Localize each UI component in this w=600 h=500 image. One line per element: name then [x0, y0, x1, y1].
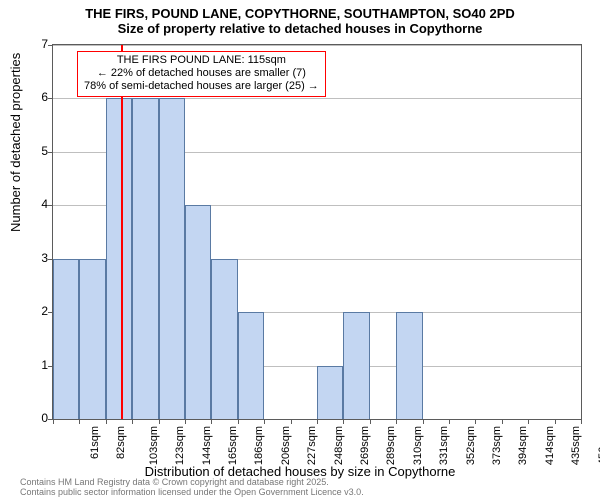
histogram-bar — [185, 205, 211, 419]
histogram-bar — [53, 259, 79, 419]
x-tick-mark — [79, 419, 80, 424]
x-tick-label: 248sqm — [333, 426, 345, 465]
x-tick-label: 227sqm — [306, 426, 318, 465]
x-tick-label: 269sqm — [359, 426, 371, 465]
x-tick-label: 144sqm — [201, 426, 213, 465]
x-tick-mark — [291, 419, 292, 424]
property-callout: THE FIRS POUND LANE: 115sqm← 22% of deta… — [77, 51, 326, 97]
x-tick-label: 289sqm — [386, 426, 398, 465]
x-tick-mark — [159, 419, 160, 424]
x-tick-mark — [449, 419, 450, 424]
x-tick-label: 61sqm — [89, 426, 101, 459]
x-tick-mark — [555, 419, 556, 424]
chart-title-main: THE FIRS, POUND LANE, COPYTHORNE, SOUTHA… — [0, 0, 600, 21]
y-tick-mark — [48, 152, 53, 153]
footer-attribution: Contains HM Land Registry data © Crown c… — [20, 478, 364, 498]
chart-title-sub: Size of property relative to detached ho… — [0, 21, 600, 36]
histogram-bar — [106, 98, 132, 419]
x-tick-mark — [132, 419, 133, 424]
footer-line-2: Contains public sector information licen… — [20, 488, 364, 498]
x-tick-label: 103sqm — [148, 426, 160, 465]
histogram-bar — [211, 259, 237, 419]
x-tick-label: 310sqm — [412, 426, 424, 465]
x-tick-mark — [53, 419, 54, 424]
histogram-bar — [132, 98, 158, 419]
y-tick-mark — [48, 205, 53, 206]
y-tick-mark — [48, 45, 53, 46]
x-tick-label: 206sqm — [280, 426, 292, 465]
x-tick-mark — [343, 419, 344, 424]
x-tick-label: 186sqm — [254, 426, 266, 465]
histogram-bar — [159, 98, 185, 419]
x-tick-label: 331sqm — [438, 426, 450, 465]
x-tick-mark — [370, 419, 371, 424]
y-tick-label: 4 — [8, 197, 48, 211]
x-tick-mark — [264, 419, 265, 424]
x-tick-mark — [423, 419, 424, 424]
x-tick-mark — [502, 419, 503, 424]
x-tick-label: 352sqm — [465, 426, 477, 465]
y-tick-label: 7 — [8, 37, 48, 51]
y-tick-label: 3 — [8, 251, 48, 265]
x-tick-label: 435sqm — [570, 426, 582, 465]
y-tick-label: 5 — [8, 144, 48, 158]
x-tick-label: 414sqm — [544, 426, 556, 465]
x-tick-mark — [396, 419, 397, 424]
x-tick-mark — [238, 419, 239, 424]
callout-line-2: ← 22% of detached houses are smaller (7) — [84, 67, 319, 80]
histogram-bar — [396, 312, 422, 419]
callout-line-1: THE FIRS POUND LANE: 115sqm — [84, 54, 319, 67]
histogram-bar — [317, 366, 343, 419]
x-tick-mark — [581, 419, 582, 424]
y-tick-label: 1 — [8, 358, 48, 372]
histogram-bar — [79, 259, 105, 419]
x-tick-label: 394sqm — [518, 426, 530, 465]
y-tick-mark — [48, 98, 53, 99]
x-tick-label: 165sqm — [227, 426, 239, 465]
x-tick-mark — [317, 419, 318, 424]
y-tick-label: 6 — [8, 90, 48, 104]
plot-area: THE FIRS POUND LANE: 115sqm← 22% of deta… — [52, 44, 582, 420]
x-tick-label: 123sqm — [174, 426, 186, 465]
chart-container: THE FIRS, POUND LANE, COPYTHORNE, SOUTHA… — [0, 0, 600, 500]
x-tick-mark — [185, 419, 186, 424]
x-tick-mark — [475, 419, 476, 424]
histogram-bar — [238, 312, 264, 419]
y-tick-label: 2 — [8, 304, 48, 318]
histogram-bar — [343, 312, 369, 419]
x-tick-mark — [528, 419, 529, 424]
property-marker-line — [121, 45, 123, 419]
x-tick-mark — [211, 419, 212, 424]
x-tick-mark — [106, 419, 107, 424]
callout-line-3: 78% of semi-detached houses are larger (… — [84, 80, 319, 93]
y-tick-label: 0 — [8, 411, 48, 425]
x-tick-label: 373sqm — [491, 426, 503, 465]
gridline — [53, 45, 581, 46]
x-tick-label: 82sqm — [115, 426, 127, 459]
